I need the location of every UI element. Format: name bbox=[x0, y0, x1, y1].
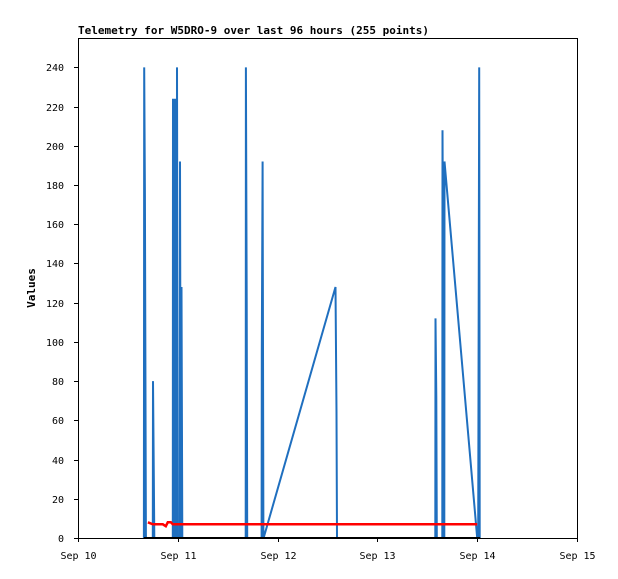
x-tick-label: Sep 11 bbox=[160, 551, 196, 562]
y-tick-label: 60 bbox=[52, 416, 64, 427]
y-tick-label: 80 bbox=[52, 377, 64, 388]
chart-title: Telemetry for W5DRO-9 over last 96 hours… bbox=[78, 24, 429, 37]
x-tick-label: Sep 15 bbox=[559, 551, 595, 562]
y-tick-label: 20 bbox=[52, 495, 64, 506]
y-tick-label: 240 bbox=[46, 63, 64, 74]
y-axis-ticks: 0 20 40 60 80 100 120 140 160 180 200 220 240 bbox=[46, 63, 79, 545]
series-layer bbox=[142, 67, 481, 539]
y-tick-label: 120 bbox=[46, 299, 64, 310]
y-tick-label: 100 bbox=[46, 338, 64, 349]
y-tick-label: 200 bbox=[46, 142, 64, 153]
y-tick-label: 180 bbox=[46, 181, 64, 192]
y-tick-label: 140 bbox=[46, 259, 64, 270]
x-tick-label: Sep 14 bbox=[459, 551, 495, 562]
y-tick-label: 220 bbox=[46, 103, 64, 114]
y-tick-label: 40 bbox=[52, 456, 64, 467]
x-tick-label: Sep 12 bbox=[260, 551, 296, 562]
y-axis-label: Values bbox=[25, 268, 38, 308]
x-tick-label: Sep 13 bbox=[359, 551, 395, 562]
y-tick-label: 0 bbox=[58, 534, 64, 545]
series-line-0 bbox=[142, 67, 481, 539]
x-tick-label: Sep 10 bbox=[60, 551, 96, 562]
series-line-1 bbox=[147, 521, 478, 528]
x-axis-ticks: Sep 10 Sep 11 Sep 12 Sep 13 Sep 14 Sep 15 bbox=[60, 538, 596, 562]
y-tick-label: 160 bbox=[46, 220, 64, 231]
